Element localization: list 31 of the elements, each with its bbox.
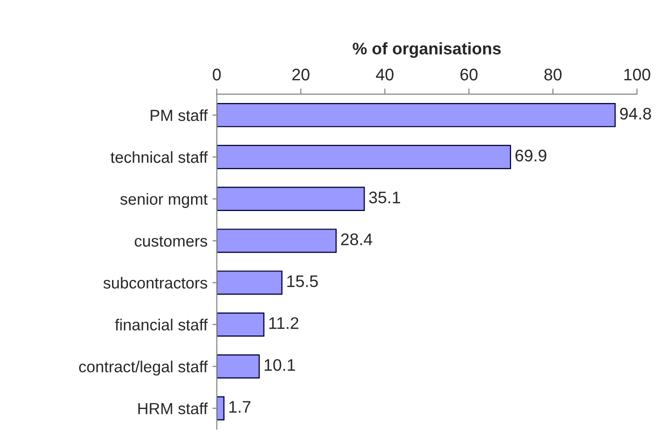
bar <box>216 312 264 337</box>
bar <box>216 354 260 378</box>
data-label: 35.1 <box>369 192 400 204</box>
y-tick-label: PM staff <box>150 109 208 122</box>
data-label: 69.9 <box>516 150 546 162</box>
data-label: 1.7 <box>229 401 250 413</box>
x-tick-label: 40 <box>376 68 394 80</box>
data-label: 15.5 <box>287 275 318 288</box>
x-axis-title: % of organisations <box>352 42 501 58</box>
bar <box>216 103 616 128</box>
x-tick-label: 80 <box>544 68 562 80</box>
data-label: 10.1 <box>264 359 296 371</box>
data-label: 94.8 <box>620 108 652 120</box>
y-tick-label: technical staff <box>110 151 208 163</box>
bar <box>216 228 337 253</box>
y-tick-label: HRM staff <box>138 402 208 414</box>
y-tick-label: financial staff <box>115 318 208 330</box>
x-tick-label: 0 <box>212 68 221 80</box>
y-tick-label: customers <box>134 236 208 247</box>
y-tick-label: contract/legal staff <box>79 360 208 376</box>
data-label: 28.4 <box>341 233 372 246</box>
y-tick-label: subcontractors <box>103 276 208 289</box>
y-tick-label: senior mgmt <box>120 193 208 208</box>
data-label: 11.2 <box>269 317 298 329</box>
bar <box>216 186 365 211</box>
x-tick-label: 20 <box>292 68 310 80</box>
x-tick-label: 60 <box>460 68 478 80</box>
bar <box>216 270 282 295</box>
bar <box>216 144 512 170</box>
x-tick-label: 100 <box>624 68 650 80</box>
bar <box>216 396 224 420</box>
